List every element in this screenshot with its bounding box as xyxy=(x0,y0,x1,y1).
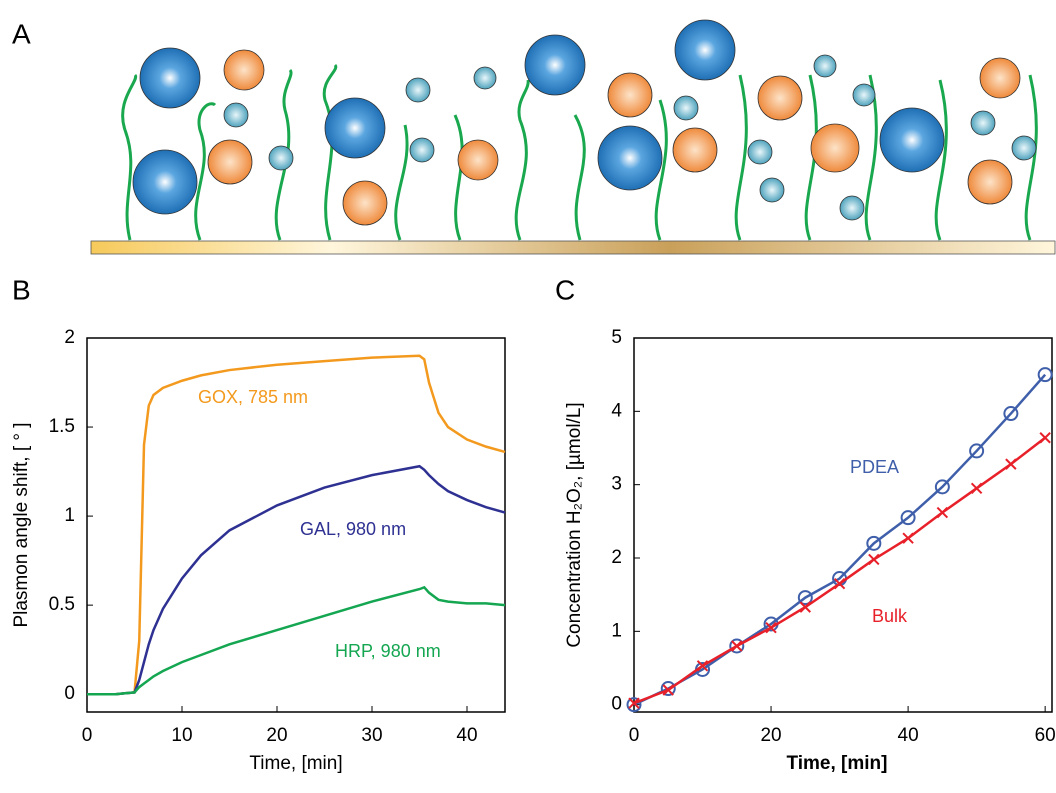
panel-label: B xyxy=(12,274,31,305)
series-label: Bulk xyxy=(872,606,908,626)
y-tick-label: 1 xyxy=(64,505,75,526)
marker xyxy=(628,697,640,709)
marker xyxy=(626,697,642,713)
illustration xyxy=(90,19,1056,255)
y-tick-label: 4 xyxy=(611,400,622,421)
marker xyxy=(833,577,846,590)
x-tick-label: 0 xyxy=(82,725,93,746)
x-tick-label: 0 xyxy=(629,725,640,746)
x-tick-label: 40 xyxy=(456,725,477,746)
y-tick-label: 3 xyxy=(611,474,622,495)
x-tick-label: 40 xyxy=(898,725,919,746)
y-tick-label: 1.5 xyxy=(49,416,75,437)
x-tick-label: 10 xyxy=(171,725,192,746)
marker xyxy=(868,553,880,566)
marker xyxy=(1037,367,1053,383)
marker xyxy=(934,479,950,495)
y-axis-label: Concentration H₂O₂, [µmol/L] xyxy=(564,402,585,647)
series-label: GAL, 980 nm xyxy=(300,519,406,539)
marker xyxy=(936,506,949,519)
series-line xyxy=(87,464,506,696)
y-tick-label: 2 xyxy=(64,327,75,348)
x-tick-label: 20 xyxy=(266,725,287,746)
marker xyxy=(797,590,813,606)
y-tick-label: 0 xyxy=(64,683,75,704)
y-tick-label: 5 xyxy=(611,327,622,348)
marker xyxy=(1005,458,1017,470)
x-axis-label: Time, [min] xyxy=(249,753,342,774)
y-tick-label: 2 xyxy=(611,547,622,568)
marker xyxy=(1039,432,1051,444)
x-tick-label: 60 xyxy=(1035,725,1056,746)
y-tick-label: 0 xyxy=(611,694,622,715)
plot-frame xyxy=(86,337,506,713)
marker xyxy=(696,660,709,672)
marker xyxy=(660,681,676,697)
y-tick-label: 0.5 xyxy=(49,594,75,615)
marker xyxy=(799,601,812,613)
y-axis-label: Plasmon angle shift, [ ° ] xyxy=(11,422,32,627)
series-label: PDEA xyxy=(850,457,899,477)
marker xyxy=(729,638,745,654)
panel-label: C xyxy=(555,274,575,305)
x-axis-label: Time, [min] xyxy=(787,753,888,774)
x-tick-label: 20 xyxy=(760,725,781,746)
y-tick-label: 1 xyxy=(611,620,622,641)
marker xyxy=(900,510,916,526)
marker xyxy=(902,532,914,544)
panel-label: A xyxy=(12,18,31,49)
marker xyxy=(1003,406,1019,422)
series-line xyxy=(87,585,506,696)
marker xyxy=(731,640,743,652)
marker xyxy=(765,621,777,634)
marker xyxy=(866,535,882,551)
marker xyxy=(969,443,985,459)
plot-frame xyxy=(633,337,1053,713)
marker xyxy=(662,684,674,696)
series-line xyxy=(633,436,1046,705)
series-line xyxy=(633,373,1047,706)
series-label: HRP, 980 nm xyxy=(335,641,441,661)
x-tick-label: 30 xyxy=(361,725,382,746)
series-label: GOX, 785 nm xyxy=(198,387,308,407)
marker xyxy=(970,482,983,495)
